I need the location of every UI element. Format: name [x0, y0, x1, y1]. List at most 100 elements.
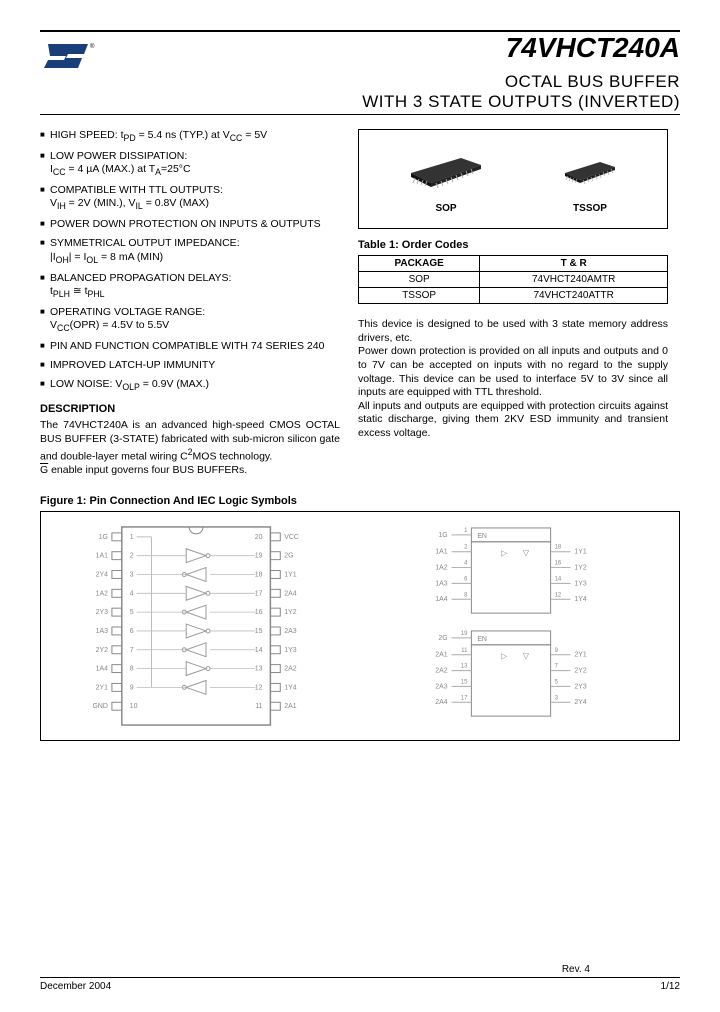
svg-text:2G: 2G	[438, 635, 447, 642]
table-cell: TSSOP	[359, 288, 480, 304]
svg-text:1Y2: 1Y2	[284, 609, 296, 616]
feature-list: ■HIGH SPEED: tPD = 5.4 ns (TYP.) at VCC …	[40, 129, 340, 393]
svg-text:3: 3	[130, 572, 134, 579]
svg-text:1Y4: 1Y4	[574, 597, 586, 604]
feature-item: ■LOW NOISE: VOLP = 0.9V (MAX.)	[40, 378, 340, 393]
feature-item: ■HIGH SPEED: tPD = 5.4 ns (TYP.) at VCC …	[40, 129, 340, 144]
svg-text:16: 16	[255, 609, 263, 616]
svg-text:1Y3: 1Y3	[574, 581, 586, 588]
header-row: ® 74VHCT240A	[40, 36, 680, 76]
feature-item: ■BALANCED PROPAGATION DELAYS:tPLH ≅ tPHL	[40, 272, 340, 300]
svg-text:2: 2	[130, 553, 134, 560]
figure1-caption: Figure 1: Pin Connection And IEC Logic S…	[40, 495, 680, 507]
left-column: ■HIGH SPEED: tPD = 5.4 ns (TYP.) at VCC …	[40, 129, 340, 477]
svg-text:2Y3: 2Y3	[96, 609, 108, 616]
svg-text:7: 7	[130, 647, 134, 654]
svg-text:4: 4	[464, 561, 468, 567]
svg-text:1A1: 1A1	[435, 549, 447, 556]
svg-text:14: 14	[255, 647, 263, 654]
feature-item: ■SYMMETRICAL OUTPUT IMPEDANCE:|IOH| = IO…	[40, 237, 340, 265]
footer-date: December 2004	[40, 981, 111, 992]
description-heading: DESCRIPTION	[40, 403, 340, 415]
main-content: ■HIGH SPEED: tPD = 5.4 ns (TYP.) at VCC …	[40, 129, 680, 477]
svg-text:1A4: 1A4	[435, 597, 447, 604]
svg-text:2A3: 2A3	[284, 628, 296, 635]
description-text: The 74VHCT240A is an advanced high-speed…	[40, 419, 340, 477]
svg-text:5: 5	[130, 609, 134, 616]
svg-text:17: 17	[255, 591, 263, 598]
svg-text:EN: EN	[477, 533, 487, 540]
footer-page: 1/12	[661, 981, 680, 992]
title-rule	[40, 114, 680, 115]
table-cell: 74VHCT240AMTR	[480, 272, 668, 288]
title-block: OCTAL BUS BUFFER WITH 3 STATE OUTPUTS (I…	[40, 72, 680, 112]
svg-text:1A3: 1A3	[96, 628, 108, 635]
svg-text:2Y2: 2Y2	[96, 647, 108, 654]
svg-text:9: 9	[130, 685, 134, 692]
svg-text:14: 14	[555, 577, 562, 583]
title-line-1: OCTAL BUS BUFFER	[40, 72, 680, 92]
svg-text:1G: 1G	[438, 532, 447, 539]
table-row: SOP74VHCT240AMTR	[359, 272, 668, 288]
figure1-box: 1G 1 1A1 2 2Y4 3 1A2 4 2Y3 5 1A3 6 2Y2 7 1A4 8 2Y1 9 GND 10…	[40, 511, 680, 741]
svg-text:1A2: 1A2	[435, 565, 447, 572]
svg-text:2: 2	[464, 545, 467, 551]
svg-text:1Y4: 1Y4	[284, 685, 296, 692]
svg-text:▽: ▽	[523, 652, 530, 661]
svg-text:2Y1: 2Y1	[96, 685, 108, 692]
svg-text:2G: 2G	[284, 553, 293, 560]
iec-logic-diagram: EN1G1▷▽1A121Y1181A241Y2161A361Y3141A481Y…	[381, 522, 641, 730]
svg-text:2A1: 2A1	[284, 703, 296, 710]
svg-text:4: 4	[130, 591, 134, 598]
sop-chip-icon	[401, 145, 491, 195]
order-codes-table: PACKAGET & R SOP74VHCT240AMTRTSSOP74VHCT…	[358, 255, 668, 304]
svg-text:16: 16	[555, 561, 562, 567]
svg-text:15: 15	[255, 628, 263, 635]
svg-text:2A4: 2A4	[435, 700, 447, 707]
svg-text:1A4: 1A4	[96, 666, 108, 673]
feature-item: ■LOW POWER DISSIPATION:ICC = 4 µA (MAX.)…	[40, 150, 340, 178]
svg-text:EN: EN	[477, 636, 487, 643]
svg-text:20: 20	[255, 534, 263, 541]
svg-text:10: 10	[130, 703, 138, 710]
package-sop: SOP	[401, 145, 491, 214]
feature-item: ■POWER DOWN PROTECTION ON INPUTS & OUTPU…	[40, 218, 340, 231]
svg-text:13: 13	[255, 666, 263, 673]
svg-text:15: 15	[461, 680, 468, 686]
svg-text:2A4: 2A4	[284, 591, 296, 598]
table-cell: 74VHCT240ATTR	[480, 288, 668, 304]
svg-text:8: 8	[464, 593, 468, 599]
table-row: TSSOP74VHCT240ATTR	[359, 288, 668, 304]
footer: December 2004 Rev. 4 1/12	[40, 977, 680, 992]
svg-text:2A2: 2A2	[435, 668, 447, 675]
svg-text:3: 3	[555, 696, 559, 702]
svg-text:6: 6	[130, 628, 134, 635]
svg-text:▷: ▷	[501, 549, 508, 558]
svg-text:9: 9	[555, 648, 559, 654]
svg-text:1A1: 1A1	[96, 553, 108, 560]
part-number: 74VHCT240A	[100, 32, 680, 64]
svg-text:19: 19	[461, 631, 468, 637]
st-logo: ®	[40, 36, 100, 76]
svg-text:2Y1: 2Y1	[574, 652, 586, 659]
svg-text:1Y2: 1Y2	[574, 565, 586, 572]
svg-text:1A2: 1A2	[96, 591, 108, 598]
svg-text:2Y3: 2Y3	[574, 684, 586, 691]
svg-text:19: 19	[255, 553, 263, 560]
svg-text:®: ®	[90, 43, 95, 50]
table-header: T & R	[480, 256, 668, 272]
svg-text:GND: GND	[93, 703, 108, 710]
footer-rev: Rev. 4	[562, 964, 590, 975]
svg-text:1: 1	[130, 534, 134, 541]
svg-text:2A2: 2A2	[284, 666, 296, 673]
svg-text:13: 13	[461, 664, 468, 670]
tssop-label: TSSOP	[555, 203, 625, 214]
feature-item: ■PIN AND FUNCTION COMPATIBLE WITH 74 SER…	[40, 340, 340, 353]
svg-text:18: 18	[255, 572, 263, 579]
right-description: This device is designed to be used with …	[358, 318, 668, 441]
svg-text:1Y1: 1Y1	[284, 572, 296, 579]
svg-text:8: 8	[130, 666, 134, 673]
right-column: SOP	[358, 129, 668, 477]
svg-text:2Y2: 2Y2	[574, 668, 586, 675]
svg-text:2Y4: 2Y4	[574, 700, 586, 707]
